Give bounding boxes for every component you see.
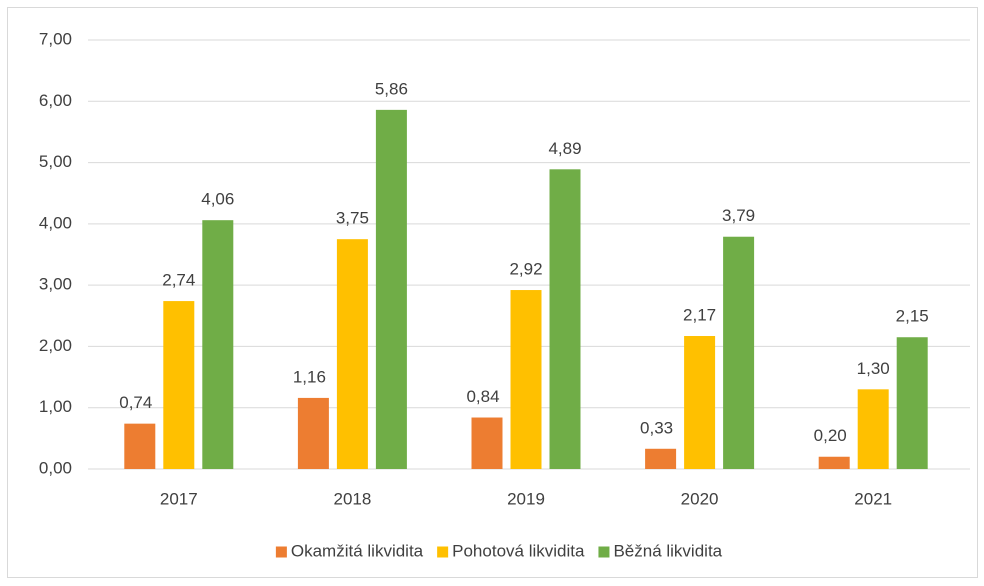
- value-label: 3,79: [722, 206, 755, 225]
- bar: [375, 109, 407, 469]
- bar: [896, 337, 928, 469]
- value-label: 4,89: [548, 139, 581, 158]
- value-label: 0,20: [814, 426, 847, 445]
- y-tick-label: 0,00: [39, 458, 72, 477]
- legend: Okamžitá likvidita Pohotová likvidita Běžn…: [275, 541, 723, 560]
- bar: [163, 301, 195, 469]
- value-label: 1,30: [857, 359, 890, 378]
- bar: [818, 456, 850, 469]
- x-tick-label: 2021: [854, 489, 892, 508]
- value-label: 5,86: [375, 79, 408, 98]
- value-label: 0,33: [640, 418, 673, 437]
- y-tick-label: 6,00: [39, 91, 72, 110]
- x-tick-label: 2017: [160, 489, 198, 508]
- value-label: 2,92: [509, 260, 542, 279]
- bar: [510, 290, 542, 469]
- legend-label: Okamžitá likvidita: [291, 541, 424, 560]
- value-label: 2,74: [162, 271, 195, 290]
- bar: [549, 169, 581, 469]
- bar: [723, 236, 755, 469]
- legend-label: Pohotová likvidita: [452, 541, 585, 560]
- legend-swatch: [437, 546, 449, 558]
- value-label: 2,15: [896, 307, 929, 326]
- legend-label: Běžná likvidita: [613, 541, 722, 560]
- bar: [857, 389, 889, 469]
- bar: [336, 239, 368, 469]
- bar: [202, 220, 234, 469]
- bar: [645, 448, 677, 469]
- x-tick-label: 2019: [507, 489, 545, 508]
- value-label: 1,16: [293, 367, 326, 386]
- legend-swatch: [598, 546, 610, 558]
- chart-border: [7, 7, 978, 578]
- y-tick-label: 3,00: [39, 275, 72, 294]
- y-tick-label: 7,00: [39, 29, 72, 48]
- y-tick-label: 4,00: [39, 213, 72, 232]
- value-label: 4,06: [201, 190, 234, 209]
- y-tick-label: 5,00: [39, 152, 72, 171]
- legend-swatch: [275, 546, 287, 558]
- x-tick-label: 2018: [333, 489, 371, 508]
- value-label: 2,17: [683, 305, 716, 324]
- bar: [297, 397, 329, 469]
- bar: [471, 417, 503, 469]
- bar: [684, 336, 716, 469]
- x-tick-label: 2020: [681, 489, 719, 508]
- y-tick-label: 1,00: [39, 397, 72, 416]
- value-label: 0,84: [466, 387, 499, 406]
- y-tick-label: 2,00: [39, 336, 72, 355]
- value-label: 0,74: [119, 393, 152, 412]
- value-label: 3,75: [336, 209, 369, 228]
- bar: [124, 423, 156, 469]
